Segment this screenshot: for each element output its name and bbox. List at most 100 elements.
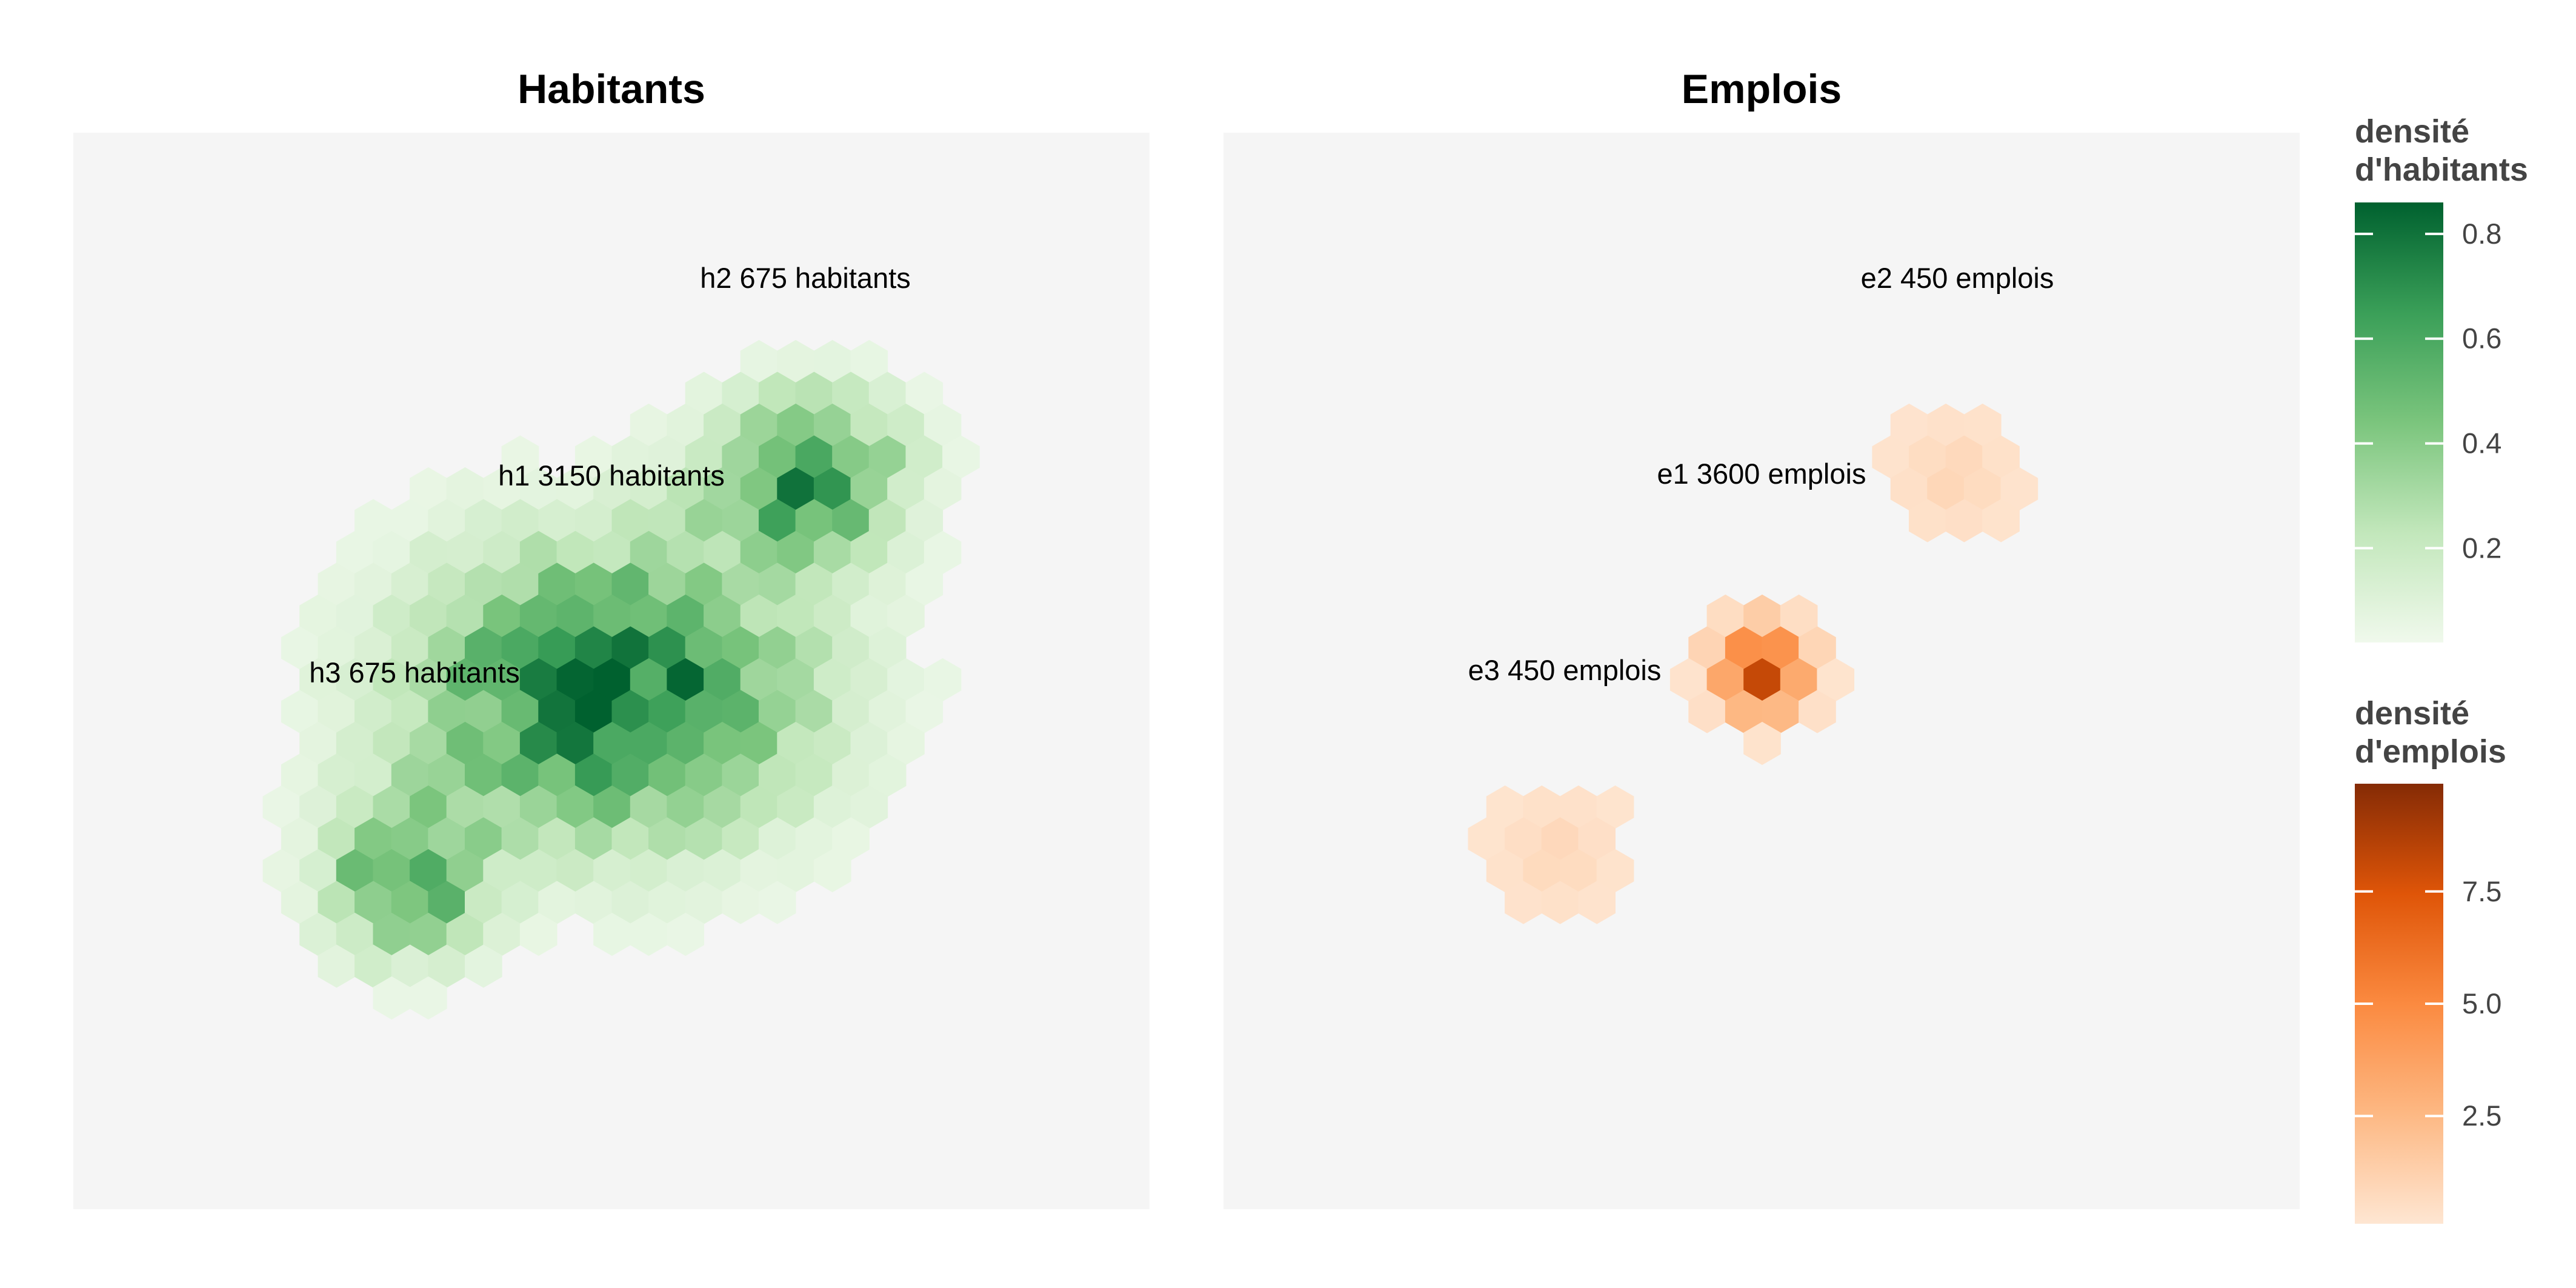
hex-cell xyxy=(704,849,741,893)
hex-cell xyxy=(556,467,594,511)
hex-cell xyxy=(593,912,631,956)
hex-cell xyxy=(1872,435,1909,479)
hex-cell xyxy=(574,562,613,606)
hex-cell xyxy=(483,594,521,638)
hex-cell xyxy=(924,403,962,447)
hex-cell xyxy=(740,467,778,511)
hex-cell xyxy=(1486,849,1524,893)
hex-cell xyxy=(593,849,631,893)
hex-cell xyxy=(1541,881,1579,924)
hex-cell xyxy=(648,626,686,670)
hex-cell xyxy=(685,881,723,924)
hex-cell xyxy=(428,753,465,797)
hex-cell xyxy=(410,912,447,956)
hex-cell xyxy=(648,817,686,861)
hex-cell xyxy=(519,530,557,575)
hex-cell xyxy=(465,690,502,733)
hex-cell xyxy=(281,881,319,924)
hex-cell xyxy=(722,626,759,670)
hex-cell xyxy=(410,658,447,702)
hex-cell xyxy=(391,562,429,606)
colorbar-tick-label: 0.2 xyxy=(2462,532,2501,564)
hex-cell xyxy=(519,658,557,702)
panel-title-habitants: Habitants xyxy=(518,66,705,112)
hex-cell xyxy=(354,817,392,861)
hex-cell xyxy=(777,403,814,447)
hex-cell xyxy=(832,499,870,542)
hex-cell xyxy=(813,530,851,575)
hex-cell xyxy=(483,721,521,766)
panel-habitants: Habitants h2 675 habitants h1 3150 habit… xyxy=(73,66,1150,1209)
hex-cell xyxy=(446,658,484,702)
hex-cell xyxy=(1743,594,1781,638)
hex-cell xyxy=(373,658,411,702)
hex-cell xyxy=(391,881,429,924)
hex-cell xyxy=(519,721,557,766)
annotation-e1: e1 3600 emplois xyxy=(1657,458,1866,490)
hex-cell xyxy=(611,690,650,733)
hex-cell xyxy=(336,658,374,702)
hex-cell xyxy=(318,944,356,988)
panel-title-emplois: Emplois xyxy=(1682,66,1842,112)
hex-cell xyxy=(465,944,502,988)
hex-cell xyxy=(1523,785,1561,829)
hex-cell xyxy=(318,817,356,861)
hex-cell xyxy=(519,467,557,511)
hex-cell xyxy=(1725,626,1763,670)
panel-emplois: Emplois e2 450 emplois e1 3600 emplois e… xyxy=(1223,66,2300,1209)
hex-cell xyxy=(501,626,539,670)
hex-cell xyxy=(336,849,374,893)
hex-cell xyxy=(887,721,925,766)
hex-cell xyxy=(740,530,778,575)
hex-cell xyxy=(336,785,374,829)
hex-cell xyxy=(428,690,465,733)
hex-cell xyxy=(538,817,576,861)
hex-cell xyxy=(1890,467,1928,511)
hex-cell xyxy=(611,881,650,924)
hex-cell xyxy=(593,530,631,575)
hex-cell xyxy=(813,658,851,702)
hex-cell xyxy=(759,817,796,861)
hex-cell xyxy=(813,339,851,384)
hex-cell xyxy=(759,753,796,797)
hex-cell xyxy=(777,530,814,575)
hex-cell xyxy=(722,499,759,542)
hex-cell xyxy=(428,881,465,924)
hex-cell xyxy=(832,690,870,733)
hex-cell xyxy=(630,594,668,638)
hex-cell xyxy=(850,467,888,511)
hex-cell xyxy=(850,339,888,384)
hex-cell xyxy=(1982,435,2020,479)
hex-cell xyxy=(1706,658,1745,702)
hex-cell xyxy=(556,721,594,766)
hex-cell xyxy=(777,339,814,384)
legend-title-emplois-line1: densité xyxy=(2355,695,2469,732)
hex-cell xyxy=(868,499,907,542)
hex-cell xyxy=(648,499,686,542)
hex-cell xyxy=(850,594,888,638)
hex-cell xyxy=(667,403,705,447)
hex-cell xyxy=(354,881,392,924)
hex-cell xyxy=(887,594,925,638)
hex-cell xyxy=(519,785,557,829)
hex-cell xyxy=(538,562,576,606)
hex-cell xyxy=(905,435,944,479)
hex-cell xyxy=(722,817,759,861)
hex-cell xyxy=(593,467,631,511)
hex-cell xyxy=(1560,849,1597,893)
hex-cell xyxy=(630,530,668,575)
hex-cell xyxy=(1780,594,1818,638)
hex-cell xyxy=(611,753,650,797)
hex-cell xyxy=(465,753,502,797)
hex-cell xyxy=(813,594,851,638)
hex-cell xyxy=(336,594,374,638)
hex-cell xyxy=(354,499,392,542)
hex-cell xyxy=(611,562,650,606)
hex-cell xyxy=(611,817,650,861)
hex-cell xyxy=(556,849,594,893)
hex-cell xyxy=(519,912,557,956)
hex-cell xyxy=(795,753,833,797)
hex-cell xyxy=(1780,658,1818,702)
hex-cell xyxy=(1541,817,1579,861)
hex-cell xyxy=(795,499,833,542)
